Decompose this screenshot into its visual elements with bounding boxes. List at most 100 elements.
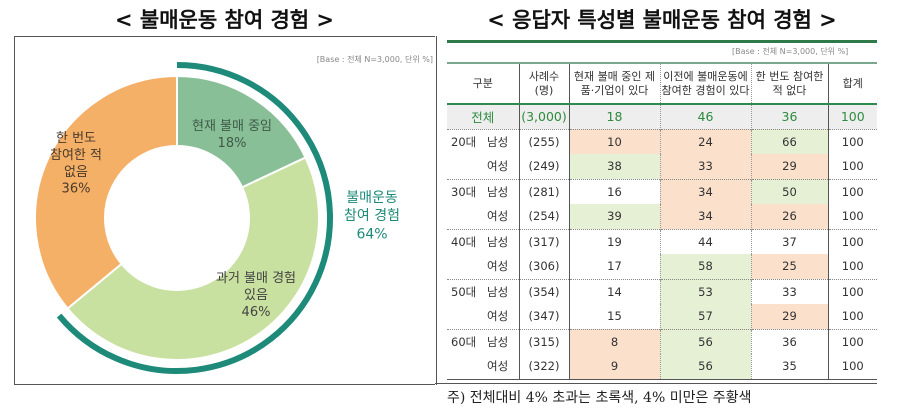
row-label: 30대 남성 bbox=[447, 178, 519, 204]
cell: 9 bbox=[568, 354, 660, 380]
cell: 100 bbox=[827, 304, 877, 329]
row-label: 40대 남성 bbox=[447, 228, 519, 254]
header-cell: 사례수 (명) bbox=[518, 62, 569, 105]
donut-slice bbox=[66, 156, 320, 361]
cell: 66 bbox=[750, 128, 828, 154]
sex-label: 여성 bbox=[487, 359, 509, 374]
sex-label: 여성 bbox=[487, 259, 509, 274]
header-cell: 이전에 불매운동에 참여한 경험이 있다 bbox=[659, 62, 751, 105]
cell: 57 bbox=[659, 304, 751, 329]
footer-rule bbox=[435, 383, 877, 384]
donut-chart: 현재 불매 중임 18% 과거 불매 경험 있음 46% 한 번도 참여한 적 없음 36% 불매… bbox=[34, 62, 400, 374]
table-row: 60대 남성 (315) 8 56 36 100 bbox=[447, 328, 877, 354]
cell-n: (347) bbox=[518, 304, 569, 329]
total-row: 전체 (3,000) 18 46 36 100 bbox=[447, 104, 877, 129]
cell: 56 bbox=[659, 354, 751, 380]
cell: 100 bbox=[827, 104, 877, 129]
cell: 17 bbox=[568, 254, 660, 279]
cell: 24 bbox=[659, 128, 751, 154]
cell: 36 bbox=[750, 104, 828, 129]
table-row: 여성 (306) 17 58 25 100 bbox=[447, 254, 877, 279]
header-cell: 합계 bbox=[827, 62, 877, 105]
sex-label: 남성 bbox=[487, 284, 509, 299]
cell: 46 bbox=[659, 104, 751, 129]
sex-label: 여성 bbox=[487, 309, 509, 324]
table-row: 여성 (254) 39 34 26 100 bbox=[447, 204, 877, 229]
cell: 39 bbox=[568, 204, 660, 229]
cell-n: (354) bbox=[518, 278, 569, 304]
table-row: 40대 남성 (317) 19 44 37 100 bbox=[447, 228, 877, 254]
divider bbox=[436, 36, 437, 385]
cell: 50 bbox=[750, 178, 828, 204]
cell: 8 bbox=[568, 328, 660, 354]
cell: 37 bbox=[750, 228, 828, 254]
participation-arc bbox=[56, 62, 333, 374]
cell: 34 bbox=[659, 204, 751, 229]
cell-n: (255) bbox=[518, 128, 569, 154]
cell: 53 bbox=[659, 278, 751, 304]
cell: 10 bbox=[568, 128, 660, 154]
row-label: 60대 남성 bbox=[447, 328, 519, 354]
data-table: 구분 사례수 (명) 현재 불매 중인 제품·기업이 있다 이전에 불매운동에 … bbox=[447, 62, 877, 380]
sex-label: 여성 bbox=[487, 209, 509, 224]
table-row: 여성 (347) 15 57 29 100 bbox=[447, 304, 877, 329]
cell: 100 bbox=[827, 154, 877, 179]
sex-label: 남성 bbox=[487, 334, 509, 349]
table-base-note: [Base : 전체 N=3,000, 단위 %] bbox=[732, 47, 849, 56]
participation-label: 불매운동 참여 경험 64% bbox=[344, 190, 400, 242]
cell: 26 bbox=[750, 204, 828, 229]
cell: 100 bbox=[827, 354, 877, 380]
table-top-bar bbox=[447, 40, 877, 43]
table-row: 여성 (249) 38 33 29 100 bbox=[447, 154, 877, 179]
cell-n: (281) bbox=[518, 178, 569, 204]
cell-n: (254) bbox=[518, 204, 569, 229]
cell: 29 bbox=[750, 304, 828, 329]
age-label: 30대 bbox=[451, 184, 477, 199]
header-cell: 구분 bbox=[447, 62, 519, 105]
table-row: 50대 남성 (354) 14 53 33 100 bbox=[447, 278, 877, 304]
cell: 16 bbox=[568, 178, 660, 204]
base-note: [Base : 전체 N=3,000, 단위 %] bbox=[316, 55, 433, 64]
cell: 100 bbox=[827, 228, 877, 254]
cell: 58 bbox=[659, 254, 751, 279]
cell: 36 bbox=[750, 328, 828, 354]
cell: 100 bbox=[827, 128, 877, 154]
slice-label-current: 현재 불매 중임 18% bbox=[192, 119, 272, 151]
cell: 33 bbox=[659, 154, 751, 179]
header-cell: 한 번도 참여한 적 없다 bbox=[750, 62, 828, 105]
row-label: 전체 bbox=[447, 104, 519, 129]
sex-label: 남성 bbox=[487, 134, 509, 149]
age-label: 60대 bbox=[451, 334, 477, 349]
cell: 29 bbox=[750, 154, 828, 179]
row-label: 50대 남성 bbox=[447, 278, 519, 304]
donut-slice bbox=[34, 74, 178, 310]
age-label: 20대 bbox=[451, 134, 477, 149]
row-label: 여성 bbox=[447, 354, 519, 380]
age-label: 50대 bbox=[451, 284, 477, 299]
cell: 33 bbox=[750, 278, 828, 304]
row-label: 여성 bbox=[447, 254, 519, 279]
donut-title: < 불매운동 참여 경험 > bbox=[115, 8, 334, 32]
cell-n: (315) bbox=[518, 328, 569, 354]
cell: 100 bbox=[827, 278, 877, 304]
donut-slice bbox=[176, 74, 307, 189]
sex-label: 여성 bbox=[487, 159, 509, 174]
cell: 14 bbox=[568, 278, 660, 304]
cell-n: (322) bbox=[518, 354, 569, 380]
cell: 19 bbox=[568, 228, 660, 254]
cell: 25 bbox=[750, 254, 828, 279]
footnote: 주) 전체대비 4% 초과는 초록색, 4% 미만은 주황색 bbox=[447, 390, 752, 406]
cell: 35 bbox=[750, 354, 828, 380]
cell-n: (306) bbox=[518, 254, 569, 279]
age-label: 40대 bbox=[451, 234, 477, 249]
cell-n: (249) bbox=[518, 154, 569, 179]
cell: 44 bbox=[659, 228, 751, 254]
row-label: 여성 bbox=[447, 304, 519, 329]
table-row: 30대 남성 (281) 16 34 50 100 bbox=[447, 178, 877, 204]
header-cell: 현재 불매 중인 제품·기업이 있다 bbox=[568, 62, 660, 105]
row-label: 여성 bbox=[447, 154, 519, 179]
table-row: 20대 남성 (255) 10 24 66 100 bbox=[447, 128, 877, 154]
cell: 56 bbox=[659, 328, 751, 354]
cell: 100 bbox=[827, 328, 877, 354]
table-title: < 응답자 특성별 불매운동 참여 경험 > bbox=[487, 8, 837, 32]
